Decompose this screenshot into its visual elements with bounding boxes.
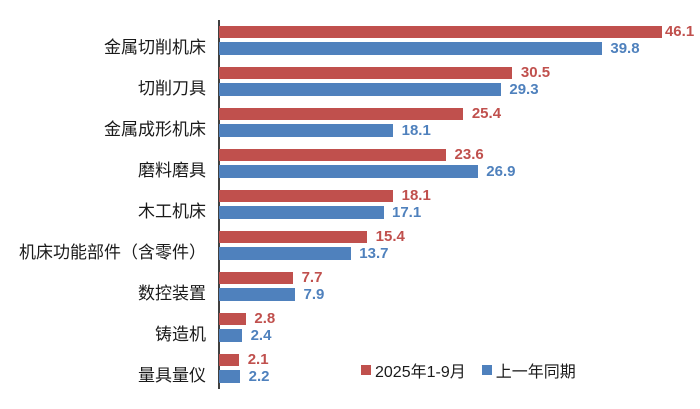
bar-series-1[interactable]	[219, 206, 384, 219]
category-label: 切削刀具	[138, 78, 206, 98]
bar-series-1[interactable]	[219, 83, 501, 96]
value-label-series-1: 2.4	[250, 326, 272, 344]
value-label-series-0: 2.8	[254, 309, 276, 327]
bar-series-0[interactable]	[219, 25, 663, 38]
bar-series-1[interactable]	[219, 288, 295, 301]
category-label: 金属成形机床	[104, 119, 206, 139]
bar-series-0[interactable]	[219, 107, 464, 120]
value-label-series-1: 13.7	[359, 244, 389, 262]
value-label-series-0: 25.4	[471, 104, 502, 122]
category-label: 机床功能部件（含零件）	[19, 242, 206, 262]
category-label: 数控装置	[138, 283, 206, 303]
bar-series-0[interactable]	[219, 66, 513, 79]
bar-series-1[interactable]	[219, 247, 351, 260]
value-label-series-1: 2.2	[248, 367, 270, 385]
value-label-series-0: 15.4	[375, 227, 405, 245]
bar-series-0[interactable]	[219, 230, 368, 243]
value-label-series-0: 18.1	[401, 186, 431, 204]
category-label: 金属切削机床	[104, 37, 206, 57]
bar-series-1[interactable]	[219, 42, 602, 55]
legend-item-previous-period[interactable]: 上一年同期	[481, 358, 576, 382]
category-label: 木工机床	[138, 201, 206, 221]
bar-series-1[interactable]	[219, 329, 243, 342]
legend-item-current-period[interactable]: 2025年1-9月	[361, 358, 466, 382]
category-label: 磨料磨具	[138, 160, 206, 180]
value-label-series-0: 2.1	[247, 350, 269, 368]
bar-series-0[interactable]	[219, 189, 394, 202]
value-label-series-1: 26.9	[486, 162, 516, 180]
bar-series-1[interactable]	[219, 124, 394, 137]
value-label-series-1: 29.3	[509, 80, 539, 98]
bar-series-1[interactable]	[219, 370, 241, 383]
value-label-series-1: 7.9	[303, 285, 325, 303]
bar-series-0[interactable]	[219, 312, 246, 325]
bar-series-0[interactable]	[219, 353, 240, 366]
legend-label-current-period: 2025年1-9月	[375, 364, 466, 381]
value-label-series-0: 46.1	[664, 22, 695, 40]
value-label-series-0: 7.7	[301, 268, 323, 286]
legend-label-previous-period: 上一年同期	[495, 364, 576, 381]
category-label: 量具量仪	[138, 365, 206, 385]
y-axis-line	[218, 19, 220, 389]
bar-series-0[interactable]	[219, 271, 294, 284]
category-label: 铸造机	[155, 324, 206, 344]
legend: 2025年1-9月 上一年同期	[361, 358, 576, 382]
value-label-series-0: 23.6	[454, 145, 484, 163]
legend-swatch-red-icon	[361, 365, 371, 375]
bar-series-1[interactable]	[219, 165, 478, 178]
value-label-series-0: 30.5	[520, 63, 551, 81]
bar-series-0[interactable]	[219, 148, 447, 161]
value-label-series-1: 18.1	[401, 121, 431, 139]
value-label-series-1: 17.1	[392, 203, 422, 221]
legend-swatch-blue-icon	[481, 365, 492, 375]
value-label-series-1: 39.8	[610, 39, 640, 57]
